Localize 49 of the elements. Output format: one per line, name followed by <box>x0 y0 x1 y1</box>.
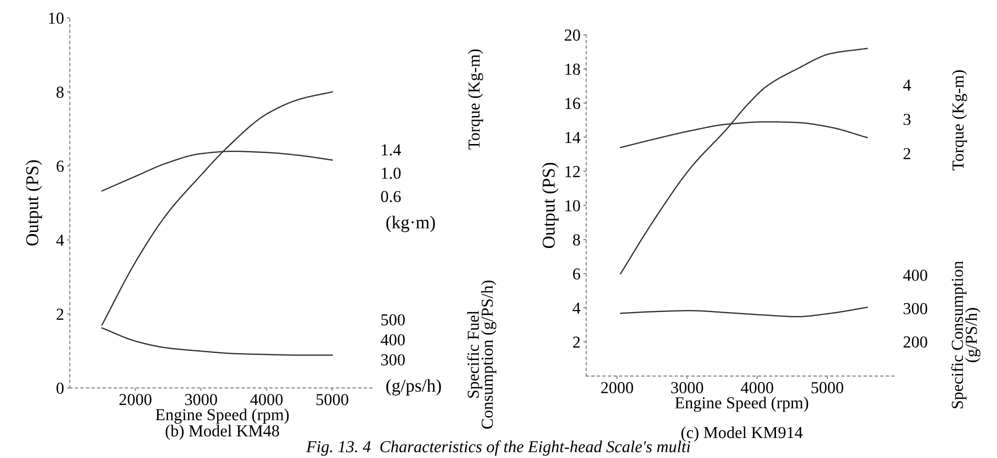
y2-tick-label: 0.6 <box>381 190 401 202</box>
text: (g/ps/h) <box>386 379 441 396</box>
y-tick-label: 10 <box>49 12 64 24</box>
y3-tick-label: 300 <box>381 354 405 366</box>
x-axis-title: Engine Speed (rpm) <box>156 408 289 424</box>
x-tick-label: 5000 <box>316 394 348 406</box>
y3-tick-label: 300 <box>904 303 928 314</box>
y-tick-label: 4 <box>56 234 64 246</box>
y-tick-label: 8 <box>572 234 580 246</box>
y-tick-label: 12 <box>565 166 580 178</box>
x-tick-label: 4000 <box>250 394 283 406</box>
y-tick-label: 20 <box>564 30 580 41</box>
y3-axis-title: Specific Consumption (g/PS/h) <box>951 261 980 408</box>
y3-axis-title: Specific Fuel Consumption (g/PS/h) <box>467 280 496 429</box>
y-tick-label: 10 <box>565 200 580 212</box>
y-tick-label: 2 <box>573 336 580 348</box>
x-tick-label: 3000 <box>185 394 218 406</box>
y-tick-label: 8 <box>56 86 64 98</box>
x-tick-label: 3000 <box>671 382 704 394</box>
y2-tick-label: 4 <box>903 80 911 91</box>
y-tick-label: 0 <box>56 382 64 394</box>
x-tick-label: 2000 <box>601 382 634 394</box>
y2-tick-label: 1.0 <box>382 168 401 179</box>
y2-axis-title: Torque (Kg-m) <box>952 70 968 170</box>
y2-tick-label: 2 <box>904 148 910 160</box>
y-tick-label: 16 <box>565 98 580 109</box>
text: (b) Model KM48 <box>166 424 280 440</box>
text: (kg·m) <box>386 216 435 232</box>
y-tick-label: 6 <box>56 160 64 172</box>
y2-axis-title: Torque (Kg-m) <box>468 49 484 150</box>
x-axis-title: Engine Speed (rpm) <box>675 396 808 412</box>
y3-tick-label: 400 <box>380 334 405 346</box>
y-tick-label: 2 <box>56 308 64 320</box>
y3-tick-label: 200 <box>904 336 928 348</box>
y-tick-label: 6 <box>573 268 580 280</box>
y-tick-label: 18 <box>565 64 580 75</box>
caption: Fig. 13. 4 Characteristics of the Eight-head Scale's multi <box>306 440 690 456</box>
x-tick-label: 4000 <box>740 382 774 394</box>
x-tick-label: 5000 <box>812 382 844 394</box>
y3-tick-label: 500 <box>381 314 405 326</box>
y2-tick-label: 3 <box>904 114 911 126</box>
y-axis-title: Output (PS) <box>542 162 558 248</box>
x-tick-label: 2000 <box>119 394 152 406</box>
y-axis-title: Output (PS) <box>26 160 42 246</box>
y-tick-label: 14 <box>565 132 580 143</box>
y2-tick-label: 1.4 <box>382 144 401 156</box>
y-tick-label: 4 <box>572 302 580 314</box>
y3-tick-label: 400 <box>903 270 928 281</box>
text: (c) Model KM914 <box>681 426 803 442</box>
